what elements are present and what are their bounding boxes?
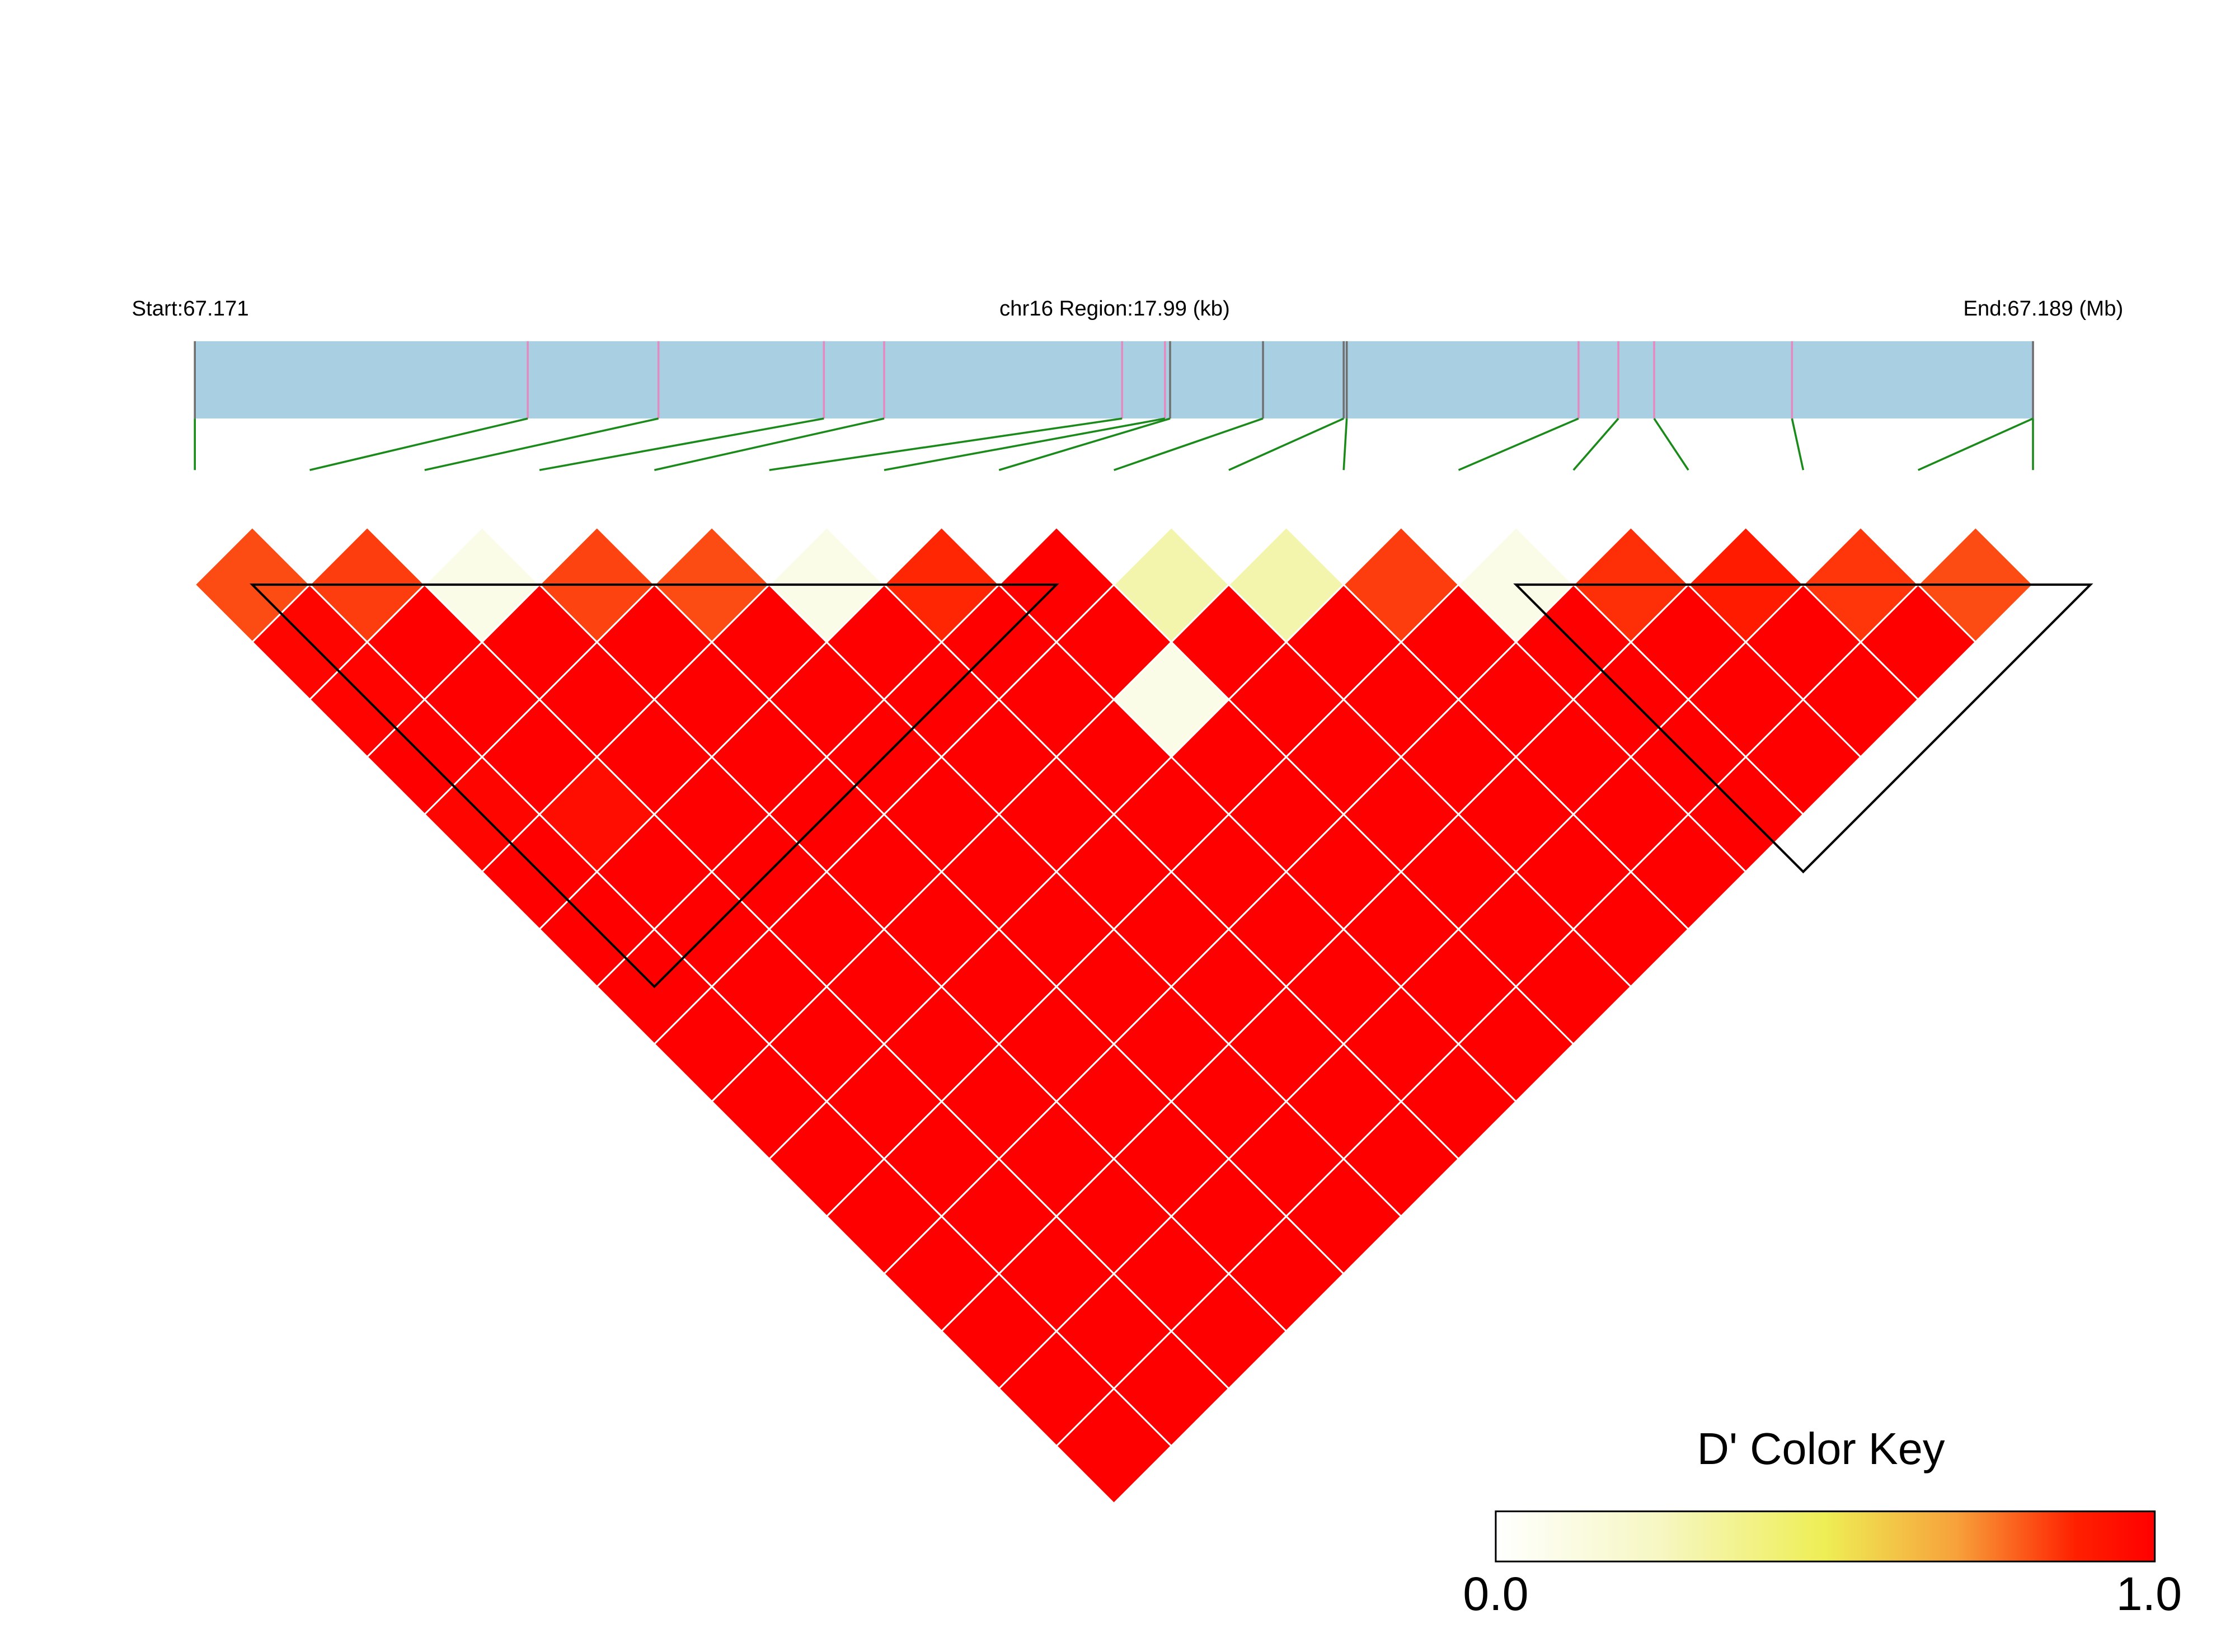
snp-connector-10 (1228, 417, 1344, 471)
region-title: chr16 Region:17.99 (kb) (999, 296, 1230, 321)
snp-connector-6 (769, 417, 1123, 472)
snp-connector-16 (1917, 417, 2034, 471)
color-key-gradient (1495, 1510, 2156, 1562)
snp-connector-13 (1572, 417, 1619, 471)
snp-connector-3 (424, 417, 659, 472)
snp-connector-14 (1653, 418, 1689, 471)
snp-connector-8 (998, 417, 1171, 471)
color-key-min-label: 0.0 (1463, 1568, 1528, 1620)
region-end-label: End:67.189 (Mb) (1963, 296, 2123, 321)
snp-connector-15 (1791, 418, 1805, 470)
snp-connector-lines (194, 417, 2034, 472)
color-key-title: D' Color Key (1697, 1424, 1945, 1474)
haplotype-block-2 (1513, 583, 2093, 874)
haplotype-block-1 (249, 583, 1059, 989)
color-key-max-label: 1.0 (2116, 1568, 2182, 1620)
color-key: D' Color Key 0.0 1.0 (1463, 1424, 2182, 1620)
snp-connector-7 (884, 417, 1166, 472)
snp-connector-2 (309, 417, 528, 472)
snp-connector-12 (1458, 417, 1579, 471)
snp-connector-11 (1342, 418, 1348, 470)
snp-connector-5 (654, 417, 885, 472)
haplotype-blocks (249, 583, 2093, 989)
region-start-label: Start:67.171 (132, 296, 249, 321)
gene-region-bar (195, 341, 2034, 419)
snp-connector-4 (539, 417, 824, 472)
snp-connector-9 (1114, 417, 1264, 471)
snp-markers (194, 341, 2034, 419)
